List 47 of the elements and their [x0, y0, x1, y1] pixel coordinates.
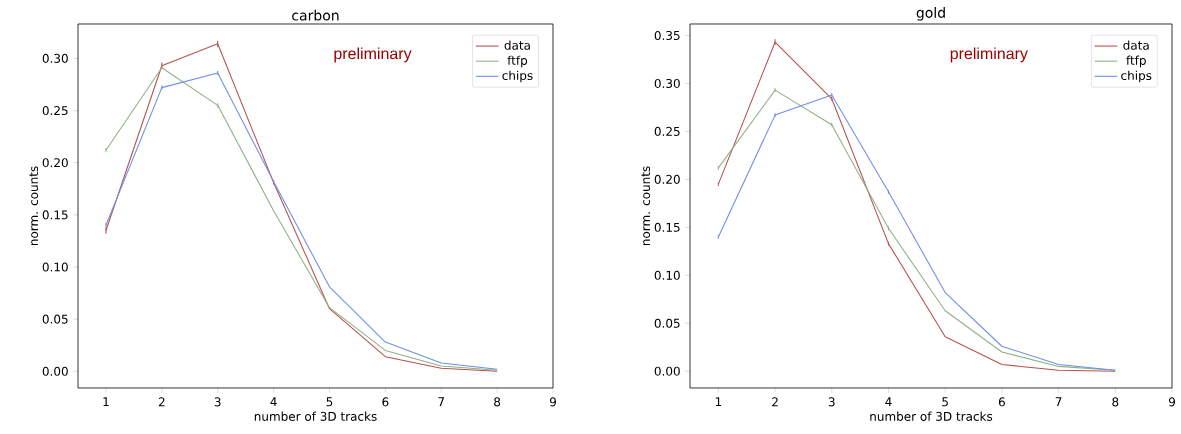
y-tick-label: 0.20 [654, 174, 680, 184]
x-tick-label: 8 [1112, 397, 1119, 407]
legend-label: ftfp [1126, 55, 1146, 68]
x-tick-label: 7 [1055, 397, 1062, 407]
x-tick-label: 5 [942, 397, 948, 407]
x-tick-label: 3 [828, 397, 835, 407]
y-tick-label: 0.20 [42, 158, 68, 168]
x-tick-label: 4 [270, 397, 277, 407]
y-tick-label: 0.10 [654, 270, 680, 280]
legend-label: data [504, 40, 530, 50]
y-tick-label: 0.00 [42, 366, 68, 376]
chart-title: gold [916, 7, 945, 21]
legend-label: chips [502, 70, 533, 83]
y-tick-label: 0.30 [42, 53, 68, 63]
y-axis-title: norm. counts [641, 166, 651, 246]
x-tick-label: 1 [715, 397, 722, 407]
x-tick-label: 8 [494, 397, 501, 407]
y-tick-label: 0.35 [654, 30, 680, 41]
x-axis-title: number of 3D tracks [254, 411, 377, 421]
x-tick-label: 4 [885, 397, 892, 407]
legend-label: data [1123, 40, 1149, 50]
x-tick-label: 3 [214, 397, 221, 407]
y-axis-title: norm. counts [29, 166, 39, 246]
x-tick-label: 6 [382, 397, 389, 407]
y-tick-label: 0.15 [654, 222, 680, 232]
chart-title: carbon [292, 9, 339, 21]
y-tick-label: 0.05 [42, 314, 68, 324]
annotation: preliminary [950, 47, 1028, 63]
y-tick-label: 0.25 [654, 126, 680, 136]
y-tick-label: 0.15 [42, 210, 68, 220]
y-tick-label: 0.05 [654, 318, 680, 328]
y-tick-label: 0.10 [42, 262, 68, 272]
y-tick-label: 0.00 [654, 366, 680, 376]
x-tick-label: 2 [772, 397, 778, 407]
x-tick-label: 7 [438, 397, 445, 407]
y-tick-label: 0.25 [42, 106, 68, 116]
legend-label: chips [1121, 70, 1152, 83]
legend-label: ftfp [507, 55, 528, 68]
x-tick-label: 9 [549, 397, 556, 407]
x-tick-label: 9 [1168, 397, 1175, 407]
x-axis-title: number of 3D tracks [870, 411, 993, 421]
x-tick-label: 5 [326, 397, 333, 407]
x-tick-label: 2 [158, 397, 165, 407]
annotation: preliminary [334, 47, 412, 63]
x-tick-label: 6 [998, 397, 1005, 407]
x-tick-label: 1 [103, 397, 109, 407]
y-tick-label: 0.30 [654, 78, 680, 88]
